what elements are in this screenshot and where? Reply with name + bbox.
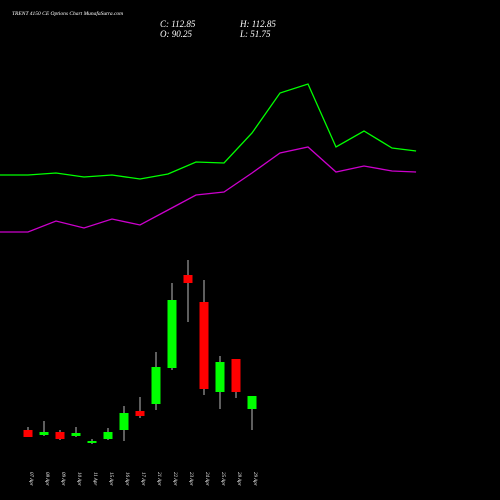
x-tick-label: 24 Apr [204, 472, 209, 486]
x-tick-label: 25 Apr [220, 472, 225, 486]
candle-body [183, 275, 193, 283]
x-tick-label: 10 Apr [76, 472, 81, 486]
chart-title: TRENT 4150 CE Options Chart MunafaSutra.… [12, 10, 123, 17]
x-tick-label: 29 Apr [252, 472, 257, 486]
candle-body [167, 300, 177, 368]
line-series [0, 83, 417, 180]
x-tick-label: 28 Apr [236, 472, 241, 486]
candle-body [215, 362, 225, 392]
candle-body [199, 302, 209, 389]
x-tick-label: 15 Apr [108, 472, 113, 486]
candle-body [119, 413, 129, 430]
x-tick-label: 21 Apr [156, 472, 161, 486]
candle-body [135, 411, 145, 416]
x-tick-label: 07 Apr [28, 472, 33, 486]
info-open: O: 90.25 [160, 29, 192, 39]
candle-body [231, 359, 241, 392]
line-series [0, 146, 417, 233]
candle-body [247, 396, 257, 409]
x-tick-label: 22 Apr [172, 472, 177, 486]
x-tick-label: 09 Apr [60, 472, 65, 486]
x-tick-label: 11 Apr [92, 472, 97, 485]
x-tick-label: 16 Apr [124, 472, 129, 486]
info-low: L: 51.75 [239, 29, 271, 39]
candle-body [55, 432, 65, 439]
candle-body [23, 430, 33, 437]
candle-body [151, 367, 161, 404]
x-tick-label: 23 Apr [188, 472, 193, 486]
candle-body [71, 433, 81, 436]
candle-body [87, 441, 97, 443]
x-tick-label: 17 Apr [140, 472, 145, 486]
info-high: H: 112.85 [239, 19, 276, 29]
info-close: C: 112.85 [160, 19, 196, 29]
x-tick-label: 08 Apr [44, 472, 49, 486]
candle-body [39, 432, 49, 435]
candle-body [103, 432, 113, 439]
